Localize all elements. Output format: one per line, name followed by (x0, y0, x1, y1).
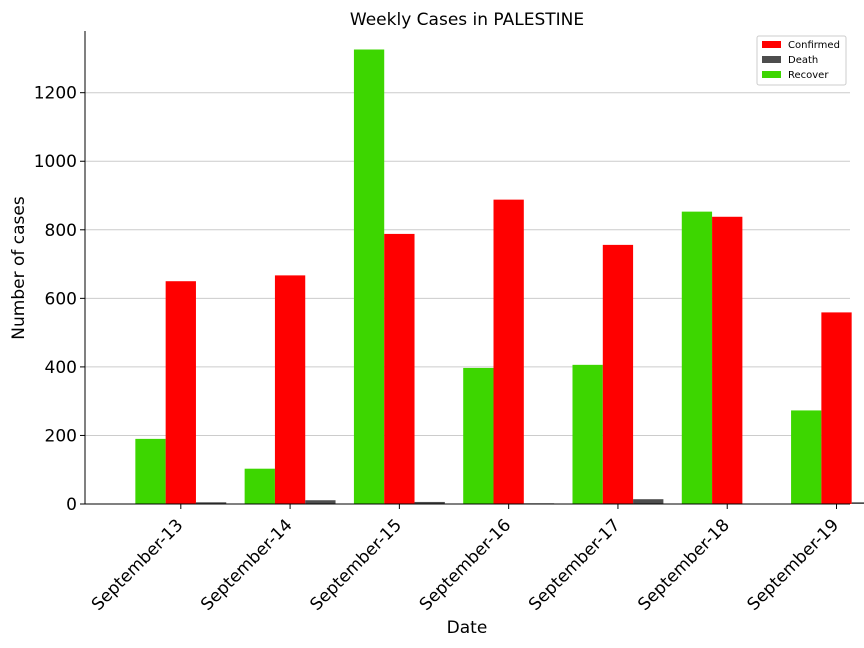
axes (84, 31, 850, 505)
x-tick-label: September-19 (744, 515, 843, 614)
bar-death-2 (305, 500, 336, 504)
x-ticks: September-13 September-14 September-15 Sept… (88, 504, 843, 615)
bar-death-1 (195, 502, 227, 504)
x-tick-label: September-17 (525, 515, 624, 614)
x-tick-label: September-15 (306, 515, 405, 614)
bar-confirmed-3 (384, 233, 415, 504)
bar-confirmed-2 (274, 275, 306, 504)
y-tick-label: 0 (66, 495, 77, 515)
y-axis-label: Number of cases (9, 196, 29, 340)
y-tick-label: 1000 (34, 152, 77, 172)
legend-label-confirmed: Confirmed (788, 40, 840, 51)
bar-confirmed-7 (821, 312, 852, 504)
bar-death-5 (633, 499, 664, 504)
bar-recover-3 (353, 49, 385, 504)
bar-recover-7 (791, 410, 822, 504)
bar-recover-1 (135, 438, 166, 504)
x-tick-label: September-16 (416, 515, 515, 614)
x-axis-label: Date (447, 618, 488, 638)
bar-confirmed-5 (602, 244, 634, 504)
bar-recover-5 (572, 364, 603, 504)
bar-confirmed-4 (493, 199, 524, 505)
y-ticks: 0 200 400 600 800 1000 1200 (34, 84, 85, 515)
bar-death-7 (851, 502, 864, 504)
legend-swatch-recover (762, 71, 781, 78)
y-tick-label: 800 (45, 221, 77, 241)
y-tick-label: 1200 (34, 84, 77, 104)
y-tick-label: 400 (45, 358, 77, 378)
bar-recover-4 (463, 367, 494, 504)
y-tick-label: 200 (45, 426, 77, 446)
bar-death-3 (414, 501, 445, 504)
bar-recover-6 (681, 211, 713, 504)
x-tick-label: September-18 (634, 515, 733, 614)
chart-title: Weekly Cases in PALESTINE (350, 10, 584, 30)
legend: Confirmed Death Recover (756, 35, 847, 86)
bar-confirmed-1 (165, 281, 196, 504)
bar-confirmed-6 (712, 216, 743, 504)
y-tick-label: 600 (45, 289, 77, 309)
x-tick-label: September-13 (88, 515, 187, 614)
legend-swatch-confirmed (762, 41, 781, 48)
bar-recover-2 (244, 468, 275, 504)
legend-label-recover: Recover (788, 70, 829, 81)
legend-swatch-death (762, 56, 781, 63)
bars (135, 49, 864, 505)
x-tick-label: September-14 (197, 515, 296, 614)
legend-label-death: Death (788, 55, 818, 66)
